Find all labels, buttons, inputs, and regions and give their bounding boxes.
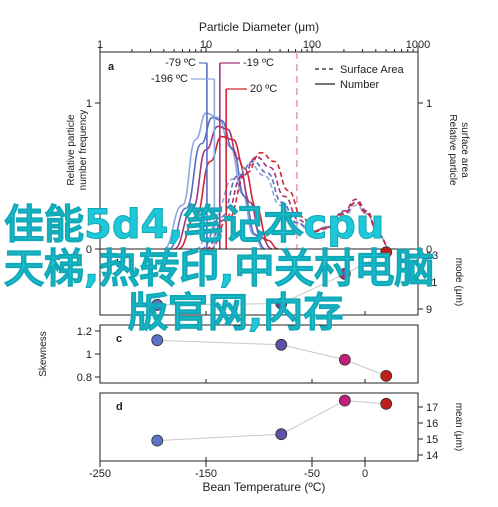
panel-d-tick-label-1: 15 — [426, 434, 438, 446]
series-surface-area-7 — [210, 151, 391, 250]
panel-d-frame — [99, 392, 419, 462]
panel-d-point-2 — [338, 394, 351, 407]
marker-label-1: -196 ºC — [151, 73, 188, 85]
panel-c-point-2 — [338, 353, 351, 366]
panel-b-plot: 9 11 13 — [99, 246, 438, 316]
panel-a-left-ylabel-line1: Relative particle — [66, 114, 77, 186]
legend-surface-area: Surface Area — [340, 64, 404, 76]
panel-b-tick-label-2: 13 — [426, 250, 438, 262]
bottom-axis-label: Bean Temperature (ºC) — [203, 480, 326, 494]
panel-a-left-ylabel-line2: number frequency — [78, 110, 89, 191]
panel-b-tick-label-1: 11 — [426, 277, 437, 289]
panel-b-frame — [99, 248, 419, 316]
panel-a-right-tick-label-0: 0 — [426, 244, 432, 256]
panel-b-ylabel: mode (μm) — [453, 258, 464, 307]
panel-d-tick-label-2: 16 — [426, 418, 438, 430]
panel-d-tick-label-0: 14 — [426, 450, 438, 462]
top-tick-label-1: 10 — [200, 39, 212, 51]
series-number-0 — [163, 112, 264, 250]
series-number-2 — [173, 125, 273, 250]
top-tick-label-2: 100 — [303, 39, 321, 51]
panel-c-point-0 — [151, 334, 164, 347]
marker-label-0: -79 ºC — [165, 57, 196, 69]
panel-c-ylabel: Skewness — [38, 331, 49, 377]
panel-b-point-2 — [338, 267, 351, 280]
bottom-tick-label-2: -50 — [304, 468, 320, 480]
series-surface-area-6 — [205, 156, 391, 250]
panel-d-point-3 — [380, 397, 393, 410]
panel-c-tick-label-1: 1 — [86, 349, 92, 361]
bottom-tick-label-0: -250 — [89, 468, 111, 480]
marker-label-3: 20 ºC — [250, 83, 277, 95]
panel-c-tick-label-0: 1.2 — [77, 326, 92, 338]
panel-d-point-0 — [151, 434, 164, 447]
top-tick-label-3: 1000 — [406, 39, 430, 51]
top-axis-ticks: 1 10 100 1000 — [97, 39, 430, 52]
panel-c-frame — [99, 324, 419, 384]
top-tick-label-0: 1 — [97, 39, 103, 51]
panel-d-point-1 — [275, 428, 288, 441]
panel-b-point-3 — [380, 246, 393, 259]
panel-b-trend-line — [157, 251, 387, 306]
bottom-tick-label-1: -150 — [195, 468, 217, 480]
series-surface-area-5 — [200, 160, 391, 250]
panel-a-right-ylabel-line2: surface area — [459, 122, 470, 178]
legend-number: Number — [340, 79, 379, 91]
panel-c-point-3 — [380, 369, 393, 382]
panel-d-plot: 14 15 16 17 — [99, 394, 438, 462]
panel-d-letter: d — [116, 401, 123, 413]
panel-a-right-ylabel-line1: Relative particle — [447, 114, 458, 186]
panel-c-point-1 — [275, 338, 288, 351]
panel-c-trend-line — [157, 339, 387, 377]
top-axis-label: Particle Diameter (μm) — [199, 20, 319, 34]
panel-a-letter: a — [108, 61, 115, 73]
panel-b-point-1 — [275, 297, 288, 310]
panel-c-letter: c — [116, 333, 122, 345]
panel-d-trend-line — [157, 400, 387, 442]
panel-d-ylabel: mean (μm) — [453, 403, 464, 452]
temperature-labels: -79 ºC -196 ºC -19 ºC 20 ºC — [151, 57, 277, 249]
panel-a-left-tick-label-1: 1 — [86, 98, 92, 110]
series-number-3 — [178, 135, 279, 250]
marker-label-2: -19 ºC — [243, 57, 274, 69]
panel-c-plot: 1.2 1 0.8 — [77, 326, 393, 384]
bottom-axis-ticks: -250 -150 -50 0 — [89, 461, 368, 480]
series-number-1 — [168, 116, 266, 250]
panel-b-tick-label-0: 9 — [426, 304, 432, 316]
panel-a-plot: 0 1 0 1 — [86, 52, 432, 256]
panel-c-tick-label-2: 0.8 — [77, 372, 92, 384]
bottom-tick-label-3: 0 — [362, 468, 368, 480]
panel-a-right-tick-label-1: 1 — [426, 98, 432, 110]
panel-a-left-tick-label-0: 0 — [86, 244, 92, 256]
legend: Surface Area Number — [315, 64, 404, 91]
panel-d-tick-label-3: 17 — [426, 402, 438, 414]
panel-b-point-0 — [151, 299, 164, 311]
panel-b-letter: b — [116, 258, 123, 270]
